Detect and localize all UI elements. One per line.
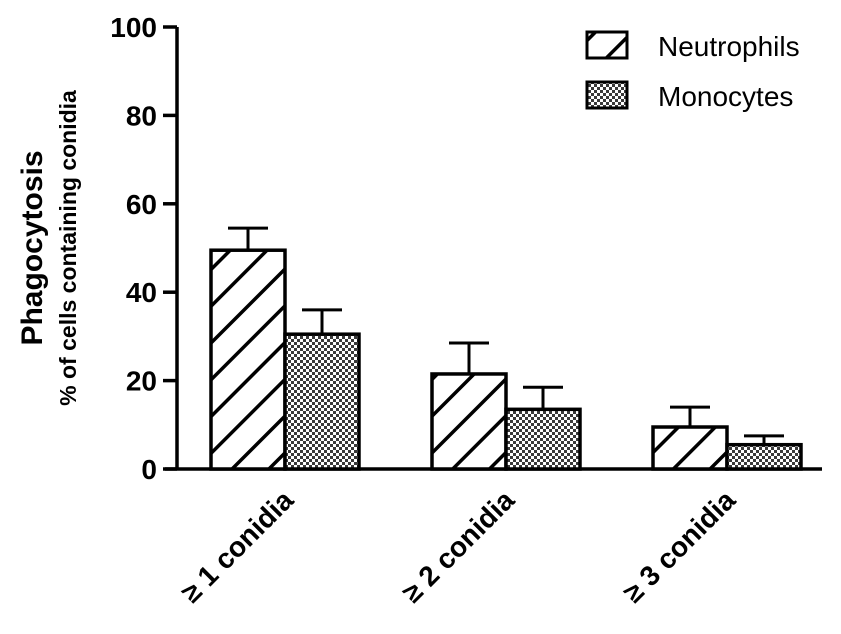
y-tick-label: 80 xyxy=(126,100,157,131)
legend-label-monocytes: Monocytes xyxy=(658,81,793,112)
legend-label-neutrophils: Neutrophils xyxy=(658,31,800,62)
y-tick-label: 20 xyxy=(126,366,157,397)
bar-neutrophils xyxy=(651,425,729,471)
legend-swatch-monocytes xyxy=(585,80,629,110)
bar-monocytes xyxy=(504,407,582,471)
x-tick-label: ≥ 2 conidia xyxy=(396,484,520,608)
bar-neutrophils xyxy=(430,372,508,471)
y-axis-title-group: Phagocytosis % of cells containing conid… xyxy=(16,90,81,406)
y-tick-label: 100 xyxy=(110,12,157,43)
y-tick-label: 0 xyxy=(141,454,157,485)
y-axis-subtitle: % of cells containing conidia xyxy=(55,90,81,406)
x-tick-labels: ≥ 1 conidia ≥ 2 conidia ≥ 3 conidia xyxy=(175,484,741,608)
legend-swatch-neutrophils xyxy=(585,30,629,60)
error-bars xyxy=(228,226,784,445)
x-tick-label: ≥ 3 conidia xyxy=(617,484,741,608)
bar-monocytes xyxy=(283,332,361,471)
legend: Neutrophils Monocytes xyxy=(585,30,800,112)
y-tick-label: 60 xyxy=(126,189,157,220)
bars xyxy=(209,248,803,471)
y-tick-label: 40 xyxy=(126,277,157,308)
bar-neutrophils xyxy=(209,248,287,471)
bar-monocytes xyxy=(725,442,803,471)
x-tick-label: ≥ 1 conidia xyxy=(175,484,299,608)
y-axis-title: Phagocytosis xyxy=(16,150,49,345)
